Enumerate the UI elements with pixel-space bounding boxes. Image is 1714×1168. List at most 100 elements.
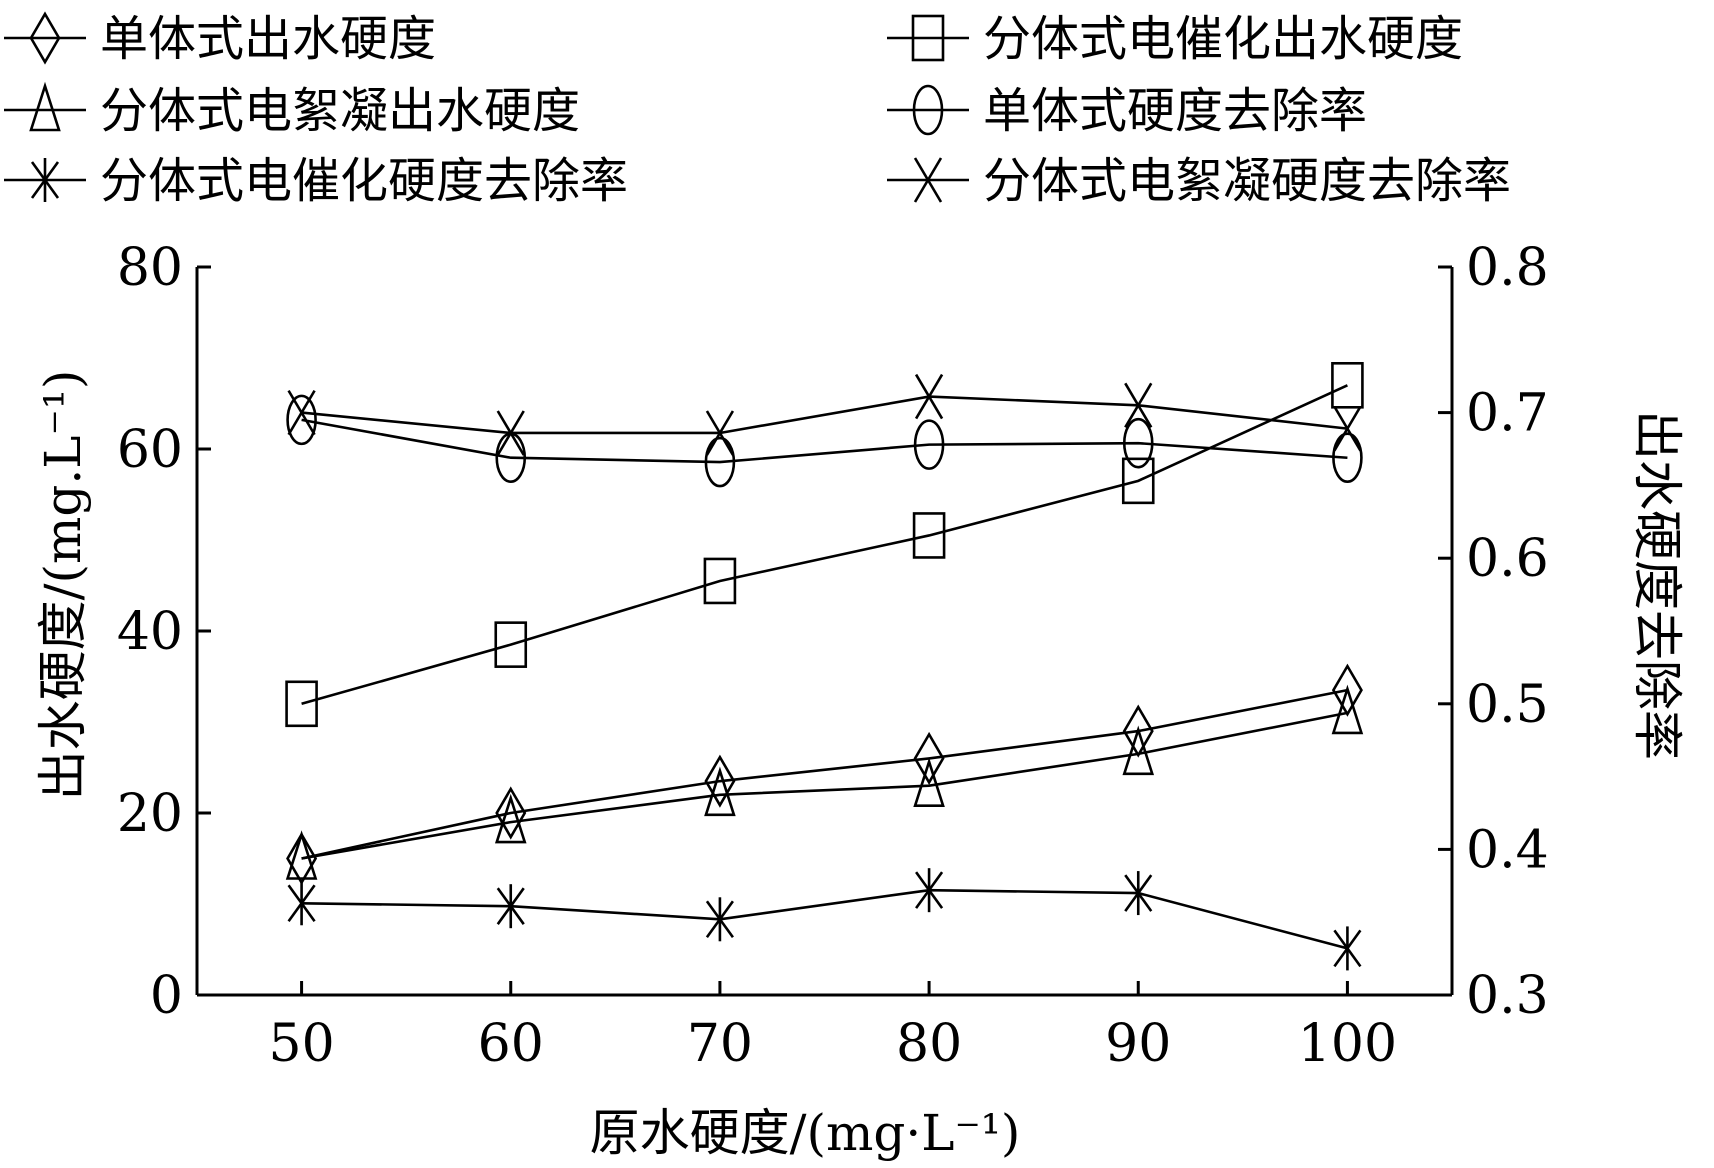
ellipse-marker-shape	[912, 84, 944, 136]
data-point	[495, 786, 527, 840]
asterisk-stroke	[1333, 929, 1362, 968]
data-point	[285, 830, 318, 880]
right-y-tick-label: 0.5	[1466, 675, 1549, 735]
x-tick-label: 60	[478, 1014, 544, 1074]
axes: 50 60 70 80 90 100 0 20 40 60 80 0.3 0.4 0.5 0.6 0.7 0.8	[117, 238, 1549, 1074]
series-3	[285, 684, 1364, 880]
data-point	[494, 621, 528, 668]
diamond-marker-shape	[29, 11, 61, 65]
x-axis-title: 原水硬度/(mg·L⁻¹)	[590, 1104, 1021, 1162]
ellipse-marker-shape	[286, 394, 317, 446]
legend-entry: 单体式硬度去除率	[887, 83, 1367, 139]
square-marker-shape	[494, 621, 528, 668]
legend-label: 单体式硬度去除率	[983, 83, 1367, 139]
x-stroke	[1124, 382, 1153, 428]
asterisk-stroke	[30, 161, 60, 199]
data-point	[1333, 926, 1362, 971]
data-point	[913, 731, 945, 785]
ellipse-marker-shape	[1122, 417, 1154, 469]
legend-marker	[911, 14, 945, 62]
series-1	[286, 663, 1363, 886]
series-4	[286, 394, 1363, 488]
legend-marker	[913, 157, 943, 203]
right-y-tick-label: 0.4	[1466, 820, 1549, 880]
asterisk-stroke	[496, 887, 525, 925]
data-point	[1332, 432, 1363, 484]
data-point	[914, 373, 944, 420]
x-tick-label: 70	[687, 1014, 753, 1074]
right-y-tick-label: 0.8	[1466, 238, 1549, 298]
series-line	[301, 418, 1348, 464]
data-point	[496, 884, 525, 929]
right-y-tick-label: 0.3	[1466, 966, 1549, 1026]
left-y-tick-label: 60	[117, 420, 183, 480]
data-point	[1122, 417, 1154, 469]
data-point	[285, 680, 318, 728]
data-point	[704, 754, 736, 808]
x-tick-label: 100	[1298, 1014, 1397, 1074]
legend-label: 单体式出水硬度	[100, 11, 436, 67]
x-stroke	[913, 157, 943, 203]
legend-label: 分体式电絮凝硬度去除率	[983, 153, 1511, 209]
legend-label: 分体式电催化出水硬度	[983, 11, 1463, 67]
diamond-marker-shape	[913, 731, 945, 785]
ellipse-marker-shape	[704, 436, 736, 488]
x-tick-label: 50	[268, 1014, 334, 1074]
series-6	[287, 373, 1362, 456]
data-point	[1122, 725, 1155, 776]
square-marker-shape	[911, 14, 945, 62]
legend-entry: 分体式电絮凝硬度去除率	[887, 153, 1511, 209]
plot-area	[285, 361, 1364, 971]
legend-label: 分体式电絮凝出水硬度	[100, 83, 580, 139]
data-point	[703, 557, 737, 605]
data-point	[913, 757, 945, 808]
legend-marker	[29, 81, 61, 132]
data-point	[705, 897, 734, 942]
triangle-marker-shape	[29, 81, 61, 132]
data-point	[1333, 405, 1362, 452]
data-point	[1121, 457, 1155, 505]
square-marker-shape	[1121, 457, 1155, 505]
data-point	[287, 881, 316, 926]
data-point	[1124, 871, 1153, 916]
data-point	[912, 512, 946, 559]
data-point	[1331, 684, 1364, 735]
legend-entry: 单体式出水硬度	[4, 11, 436, 67]
triangle-marker-shape	[494, 793, 527, 844]
data-point	[704, 436, 736, 488]
triangle-marker-shape	[704, 766, 736, 817]
data-point	[913, 419, 945, 470]
square-marker-shape	[912, 512, 946, 559]
data-point	[286, 394, 317, 446]
asterisk-stroke	[287, 884, 316, 923]
right-y-axis-title: 出水硬度去除率	[1628, 410, 1686, 760]
series-line	[301, 888, 1348, 950]
x-stroke	[705, 410, 735, 456]
data-point	[704, 766, 736, 817]
x-tick-label: 80	[896, 1014, 962, 1074]
asterisk-stroke	[705, 900, 734, 939]
data-point	[1124, 382, 1153, 428]
legend-marker	[912, 84, 944, 136]
diamond-marker-shape	[495, 786, 527, 840]
left-y-tick-label: 0	[150, 966, 183, 1026]
legend-entry: 分体式电催化出水硬度	[887, 11, 1463, 67]
ellipse-marker-shape	[913, 419, 945, 470]
triangle-marker-shape	[285, 830, 318, 880]
left-y-tick-label: 20	[117, 784, 183, 844]
left-y-tick-label: 40	[117, 602, 183, 662]
series-5	[287, 868, 1362, 971]
legend-label: 分体式电催化硬度去除率	[100, 153, 628, 209]
asterisk-stroke	[1124, 874, 1153, 912]
series-line	[301, 688, 1348, 860]
series-line	[301, 395, 1348, 435]
left-y-tick-label: 80	[117, 238, 183, 298]
legend-marker	[29, 11, 61, 65]
data-point	[494, 793, 527, 844]
data-point	[496, 410, 525, 456]
square-marker-shape	[1331, 361, 1364, 409]
diamond-marker-shape	[704, 754, 736, 808]
series-line	[301, 711, 1348, 860]
x-stroke	[914, 373, 944, 420]
asterisk-stroke	[915, 871, 944, 909]
